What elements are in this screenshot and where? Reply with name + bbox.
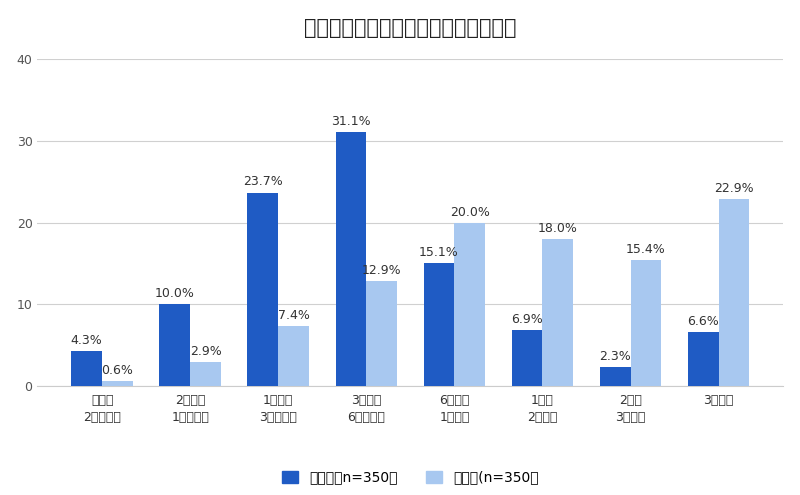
Text: 0.6%: 0.6% [102,364,134,377]
Bar [630,260,662,386]
Text: 18.0%: 18.0% [538,222,578,235]
Text: 2.9%: 2.9% [190,346,222,358]
Text: 6.6%: 6.6% [687,315,719,328]
Text: 7.4%: 7.4% [278,308,310,322]
Bar [335,132,366,386]
Bar [542,239,574,386]
Bar [512,330,542,386]
Title: 経験者の売却期間と検討者の想定期間: 経験者の売却期間と検討者の想定期間 [304,18,517,39]
Bar [190,362,221,386]
Bar [688,332,718,386]
Bar [159,304,190,386]
Text: 23.7%: 23.7% [243,175,282,189]
Text: 4.3%: 4.3% [71,334,102,347]
Bar [600,367,630,386]
Text: 15.1%: 15.1% [419,246,459,259]
Text: 2.3%: 2.3% [599,350,631,363]
Legend: 経験者（n=350）, 検討者(n=350）: 経験者（n=350）, 検討者(n=350） [276,465,545,490]
Bar [247,193,278,386]
Bar [278,326,309,386]
Text: 12.9%: 12.9% [362,264,402,277]
Bar [102,381,133,386]
Text: 20.0%: 20.0% [450,205,490,219]
Bar [366,281,397,386]
Text: 22.9%: 22.9% [714,182,754,195]
Text: 15.4%: 15.4% [626,243,666,256]
Bar [454,223,486,386]
Bar [71,351,102,386]
Text: 10.0%: 10.0% [155,287,194,300]
Text: 6.9%: 6.9% [511,313,543,326]
Bar [423,263,454,386]
Bar [718,199,750,386]
Text: 31.1%: 31.1% [331,115,370,128]
